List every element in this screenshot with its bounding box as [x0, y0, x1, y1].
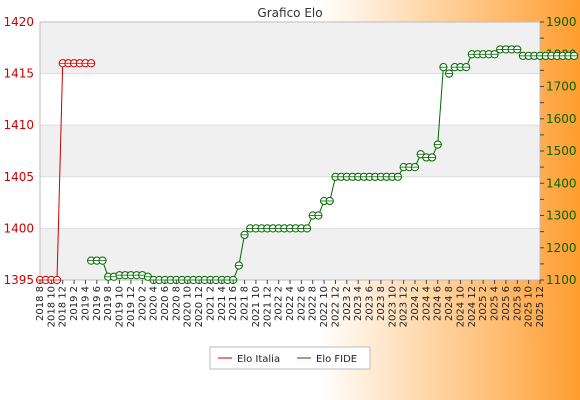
chart-title: Grafico Elo: [257, 6, 322, 20]
x-tick-label: 2023 4: [353, 286, 364, 321]
x-tick-label: 2024 2: [410, 286, 421, 321]
y-right-tick-label: 1400: [546, 176, 577, 190]
x-tick-label: 2023 2: [342, 286, 353, 321]
x-tick-label: 2025 10: [524, 286, 535, 327]
x-tick-label: 2020 10: [183, 286, 194, 327]
x-tick-label: 2018 8: [35, 286, 46, 321]
x-tick-label: 2024 4: [421, 286, 432, 321]
x-tick-label: 2025 2: [478, 286, 489, 321]
x-tick-label: 2022 2: [274, 286, 285, 321]
x-tick-label: 2020 8: [171, 286, 182, 321]
y-left-tick-label: 1395: [3, 273, 34, 287]
x-tick-label: 2022 4: [285, 286, 296, 321]
x-tick-label: 2025 12: [535, 286, 546, 327]
x-tick-label: 2023 10: [387, 286, 398, 327]
x-tick-label: 2019 8: [103, 286, 114, 321]
x-tick-label: 2021 2: [205, 286, 216, 321]
x-axis: 2018 8 2018 10 2018 12 2019 2 2019 4 2019 6 20…: [35, 280, 546, 327]
x-tick-label: 2020 6: [160, 286, 171, 321]
x-tick-label: 2018 10: [46, 286, 57, 327]
legend-label-elo-italia: Elo Italia: [237, 354, 280, 365]
x-tick-label: 2021 4: [217, 286, 228, 321]
y-right-tick-label: 1600: [546, 112, 577, 126]
x-tick-label: 2021 10: [251, 286, 262, 327]
x-tick-label: 2023 6: [365, 286, 376, 321]
y-right-tick-label: 1500: [546, 144, 577, 158]
y-left-tick-label: 1405: [3, 170, 34, 184]
x-tick-label: 2025 6: [501, 286, 512, 321]
x-tick-label: 2021 6: [228, 286, 239, 321]
x-tick-label: 2022 12: [330, 286, 341, 327]
legend-box: [209, 346, 371, 370]
x-tick-label: 2019 6: [92, 286, 103, 321]
y-left-tick-label: 1400: [3, 221, 34, 235]
x-tick-label: 2020 4: [149, 286, 160, 321]
grid-band: [40, 125, 540, 177]
y-left-tick-label: 1415: [3, 67, 34, 81]
y-right-tick-label: 1100: [546, 273, 577, 287]
y-left-tick-label: 1420: [3, 15, 34, 29]
x-tick-label: 2022 6: [296, 286, 307, 321]
y-right-tick-label: 1700: [546, 80, 577, 94]
x-tick-label: 2019 10: [115, 286, 126, 327]
x-tick-label: 2020 2: [137, 286, 148, 321]
x-tick-label: 2022 10: [319, 286, 330, 327]
x-tick-label: 2021 8: [240, 286, 251, 321]
x-tick-label: 2022 8: [308, 286, 319, 321]
grid-band: [40, 228, 540, 280]
x-tick-label: 2021 12: [262, 286, 273, 327]
y-right-tick-label: 1900: [546, 15, 577, 29]
x-tick-label: 2024 8: [444, 286, 455, 321]
x-tick-label: 2025 8: [512, 286, 523, 321]
x-tick-label: 2023 12: [399, 286, 410, 327]
chart-legend: Elo Italia Elo FIDE: [209, 346, 371, 370]
y-left-tick-label: 1410: [3, 118, 34, 132]
y-right-tick-label: 1300: [546, 209, 577, 223]
x-tick-label: 2025 4: [490, 286, 501, 321]
x-tick-label: 2024 12: [467, 286, 478, 327]
legend-label-elo-fide: Elo FIDE: [316, 354, 357, 365]
x-tick-label: 2019 12: [126, 286, 137, 327]
x-tick-label: 2024 10: [455, 286, 466, 327]
x-tick-label: 2019 2: [69, 286, 80, 321]
x-tick-label: 2023 8: [376, 286, 387, 321]
x-tick-label: 2024 6: [433, 286, 444, 321]
plot-area: 1395 1400 1405 1410 1415 1420 1100 1200 1300 1400…: [3, 15, 579, 287]
x-tick-label: 2018 12: [58, 286, 69, 327]
y-right-tick-label: 1200: [546, 241, 577, 255]
x-tick-label: 2020 12: [194, 286, 205, 327]
x-tick-label: 2019 4: [80, 286, 91, 321]
